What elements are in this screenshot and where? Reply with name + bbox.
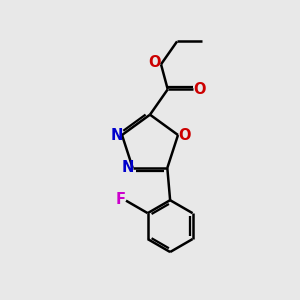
Text: N: N	[121, 160, 134, 175]
Text: N: N	[110, 128, 123, 142]
Text: O: O	[193, 82, 206, 97]
Text: O: O	[148, 55, 161, 70]
Text: F: F	[115, 192, 125, 207]
Text: O: O	[178, 128, 191, 143]
